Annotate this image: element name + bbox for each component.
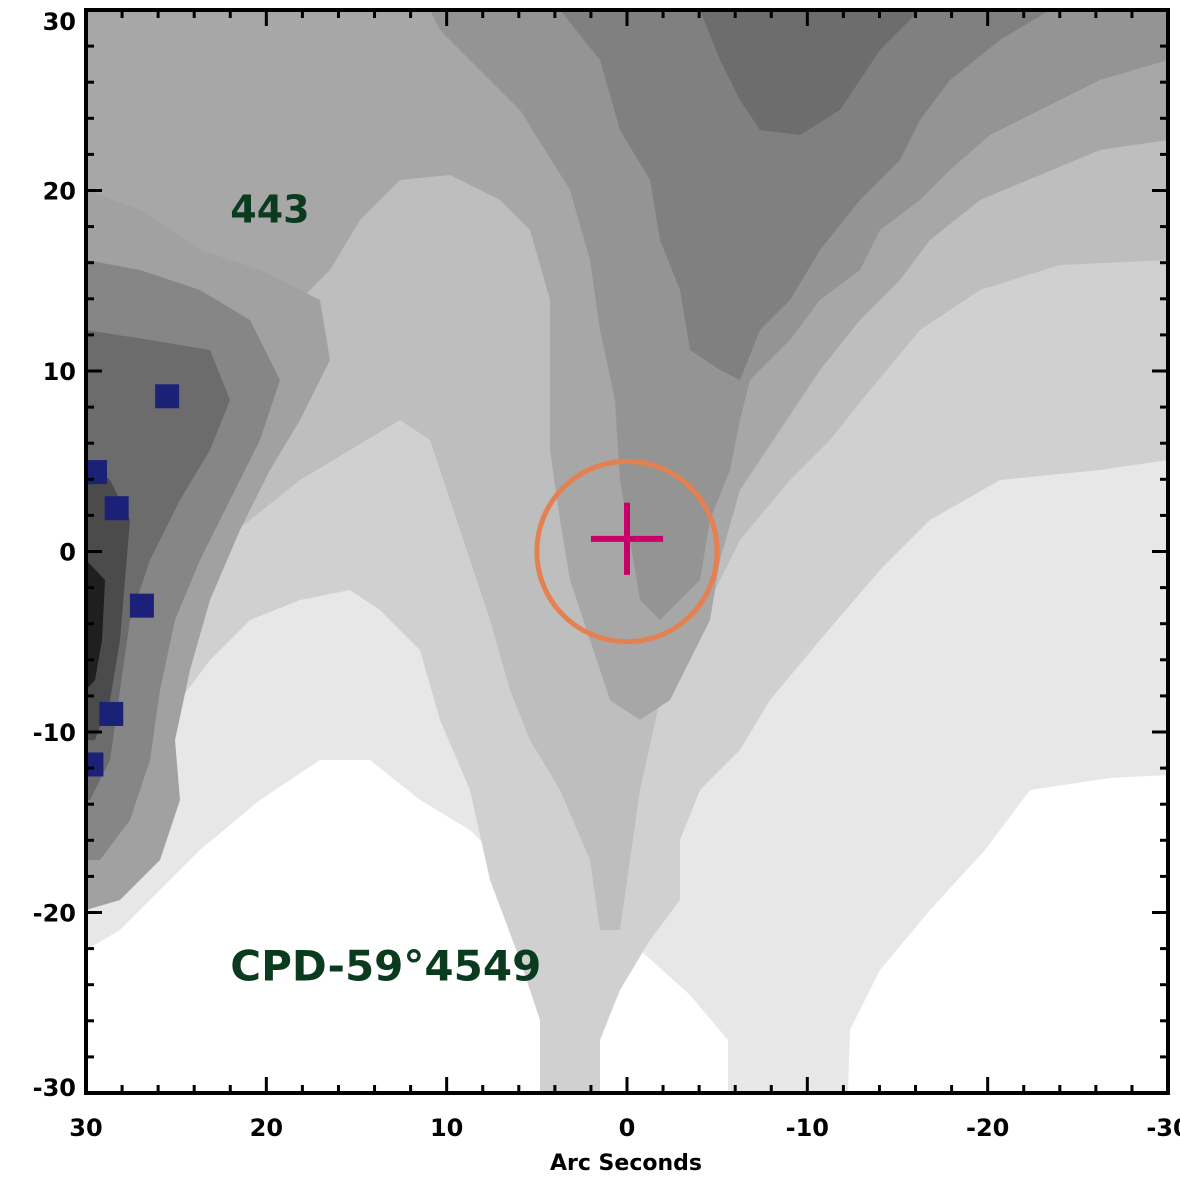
contour-level-5 [430, 10, 1168, 620]
y-tick-label: 10 [43, 358, 76, 386]
blue-pixel-2 [104, 496, 129, 521]
x-tick-label: 0 [619, 1114, 636, 1142]
x-axis-title: Arc Seconds [550, 1151, 702, 1176]
annotation-443: 443 [230, 188, 309, 232]
x-tick-label: 30 [69, 1114, 102, 1142]
left-source-core [86, 560, 105, 690]
y-tick-label: 20 [43, 178, 76, 206]
blue-pixel-0 [155, 384, 180, 409]
x-tick-label: -10 [786, 1114, 829, 1142]
x-tick-label: -30 [1146, 1114, 1180, 1142]
x-tick-label: 10 [430, 1114, 463, 1142]
x-tick-label: -20 [966, 1114, 1009, 1142]
y-axis: 30 20 10 0 -10 -20 -30 [33, 8, 1168, 1102]
y-tick-label: -10 [33, 719, 76, 747]
y-tick-label: -30 [33, 1074, 76, 1102]
left-source-peak [86, 460, 130, 740]
annotation-star-name: CPD-59°4549 [230, 942, 541, 991]
blue-pixel-group [86, 384, 180, 777]
blue-pixel-3 [129, 593, 154, 618]
target-circle [534, 458, 720, 645]
y-tick-label: 0 [59, 539, 76, 567]
greyscale-map [86, 10, 1168, 1093]
blue-pixel-5 [86, 752, 104, 777]
x-tick-label: 20 [250, 1114, 283, 1142]
x-axis: 30 20 10 0 -10 -20 -30 [69, 10, 1180, 1142]
left-source-inner [86, 330, 230, 800]
contour-level-7 [700, 10, 920, 135]
blue-pixel-4 [99, 701, 124, 726]
y-tick-label: -20 [33, 900, 76, 928]
contour-level-6 [560, 10, 1050, 380]
y-tick-label: 30 [43, 8, 76, 36]
